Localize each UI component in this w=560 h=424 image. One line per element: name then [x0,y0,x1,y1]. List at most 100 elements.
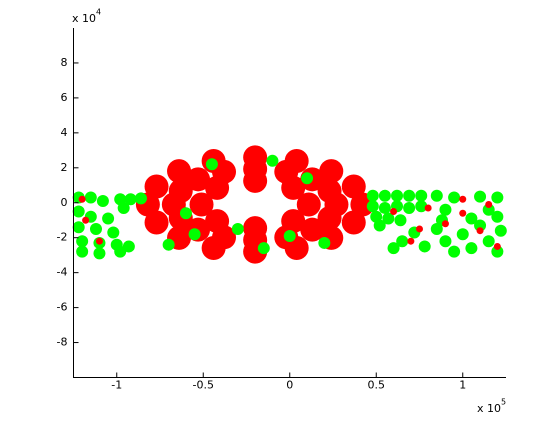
scatter-point [391,189,404,202]
scatter-point [300,217,325,242]
scatter-point [341,210,366,235]
scatter-point [283,229,296,242]
scatter-point [122,240,135,253]
scatter-point [430,222,443,235]
y-tick-label: -8 [57,336,68,349]
scatter-point [491,191,504,204]
scatter-point [485,200,493,208]
scatter-point [114,245,127,258]
y-tick-label: 2 [61,161,68,174]
scatter-point [78,195,86,203]
scatter-point [95,237,103,245]
scatter-point [476,227,484,235]
x-tick-label: -0.5 [193,379,214,392]
scatter-point [257,242,270,255]
scatter-point [102,212,115,225]
y-tick-label: -6 [57,301,68,314]
scatter-point [243,216,268,241]
scatter-point [390,207,398,215]
scatter-point [448,191,461,204]
scatter-point [493,242,501,250]
scatter-point [341,174,366,199]
scatter-point [366,189,379,202]
scatter-point [387,242,400,255]
scatter-point [317,178,342,203]
scatter-point [456,228,469,241]
scatter-point [415,189,428,202]
scatter-point [76,245,89,258]
y-multiplier: x 10 [72,12,96,25]
scatter-point [407,237,415,245]
scatter-point [205,158,218,171]
scatter-point [482,235,495,248]
y-tick-label: 6 [61,91,68,104]
scatter-point [491,245,504,258]
scatter-point [76,235,89,248]
scatter-point [474,219,487,232]
scatter-point [189,192,214,217]
x-multiplier-exponent: 5 [501,398,506,407]
x-tick-label: 1 [459,379,466,392]
scatter-point [96,195,109,208]
scatter-point [144,210,169,235]
scatter-point [459,195,467,203]
scatter-point [243,168,268,193]
scatter-point [72,205,85,218]
scatter-point [491,210,504,223]
scatter-point [93,247,106,260]
scatter-point [301,172,314,185]
scatter-point [82,216,90,224]
scatter-point [296,192,321,217]
scatter-point [465,242,478,255]
scatter-point [439,203,452,216]
scatter-point [107,226,120,239]
scatter-point [179,207,192,220]
scatter-point [474,190,487,203]
scatter-point [482,203,495,216]
scatter-point [317,206,342,231]
scatter-point [84,191,97,204]
scatter-point [378,201,391,214]
scatter-point [494,224,507,237]
scatter-point [396,235,409,248]
plot-area [72,145,507,264]
scatter-point [373,219,386,232]
scatter-point [186,167,211,192]
y-multiplier-exponent: 4 [96,8,101,17]
scatter-point [382,212,395,225]
x-tick-label: 0 [286,379,293,392]
scatter-point [430,189,443,202]
scatter-point [117,201,130,214]
scatter-point [403,201,416,214]
scatter-point [394,214,407,227]
y-tick-label: -2 [57,231,68,244]
scatter-point [465,212,478,225]
x-tick-label: 0.5 [368,379,386,392]
y-tick-label: -4 [57,266,68,279]
scatter-point [134,192,147,205]
x-tick-label: -1 [111,379,122,392]
scatter-point [415,200,428,213]
scatter-point [403,189,416,202]
scatter-point [266,154,279,167]
scatter-point [188,228,201,241]
scatter-point [318,236,331,249]
scatter-point [459,209,467,217]
scatter-point [167,159,192,184]
scatter-point [378,189,391,202]
scatter-point [448,245,461,258]
x-multiplier: x 10 [477,402,501,415]
scatter-point [89,222,102,235]
scatter-point [205,209,230,234]
scatter-point [281,209,306,234]
scatter-point [205,175,230,200]
y-tick-label: 4 [61,126,68,139]
scatter-point [424,204,432,212]
scatter-point [231,222,244,235]
scatter-point [441,220,449,228]
scatter-point [144,174,169,199]
scatter-point [439,235,452,248]
scatter-point [366,200,379,213]
scatter-point [124,193,137,206]
scatter-point [162,238,175,251]
